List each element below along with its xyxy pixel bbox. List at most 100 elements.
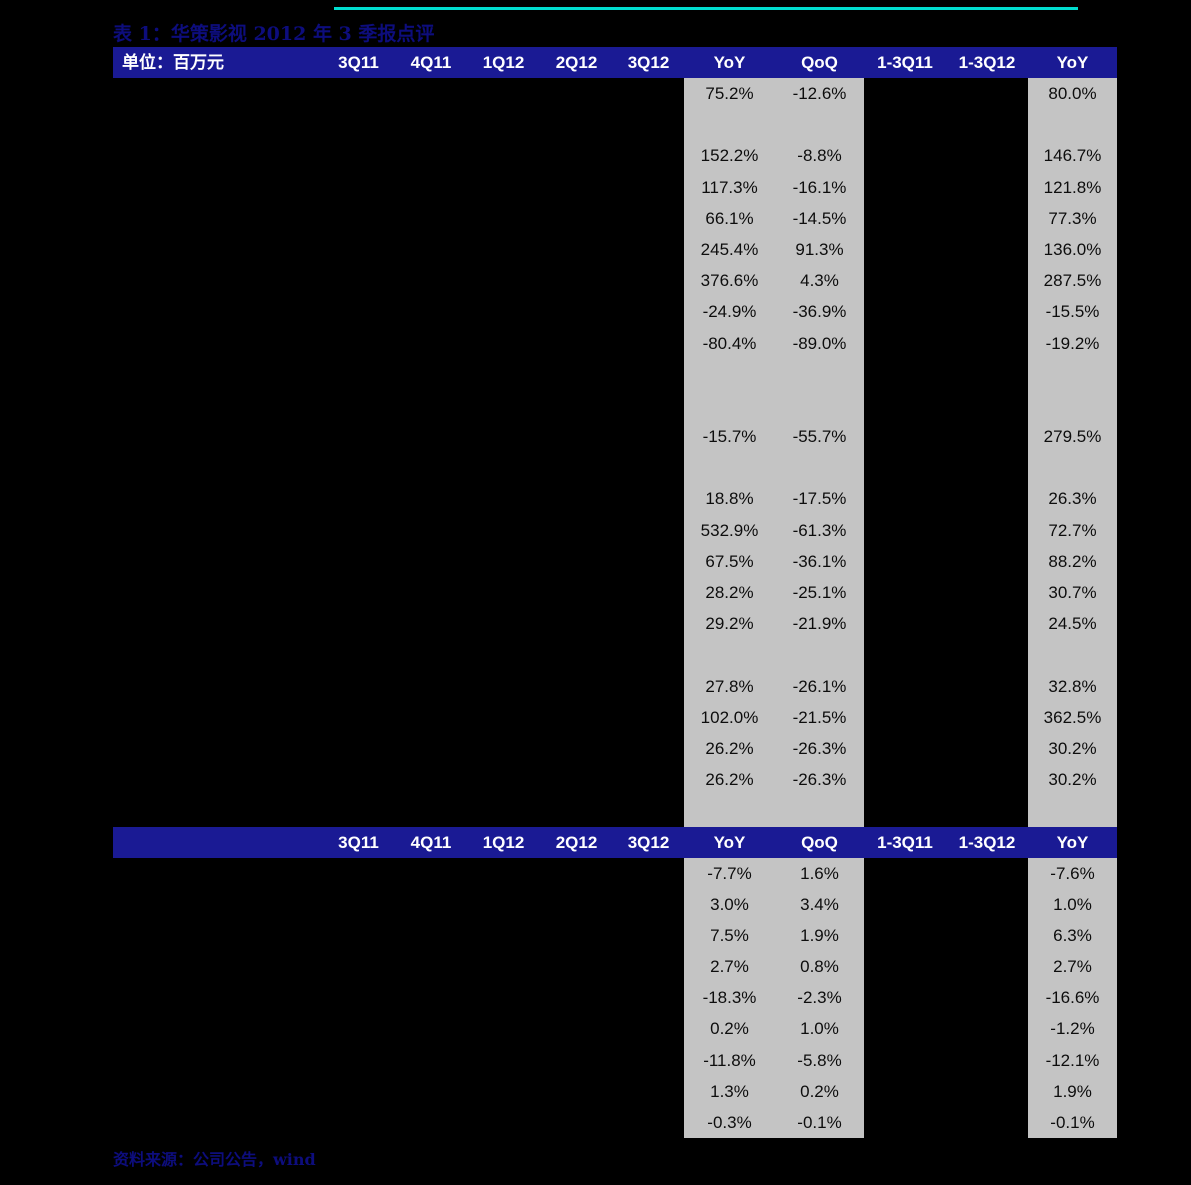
cell-empty [946, 515, 1028, 546]
cell-empty [864, 546, 946, 577]
cell-empty [613, 889, 684, 920]
cell-empty [946, 982, 1028, 1013]
cell-empty [467, 140, 540, 171]
cell-empty [395, 795, 467, 826]
table-row: 245.4% 91.3% 136.0% [113, 233, 1117, 266]
cell-qoq [775, 795, 864, 827]
cell-empty [540, 702, 613, 733]
cell-empty [113, 920, 322, 951]
cell-empty [540, 265, 613, 296]
cell-empty [946, 296, 1028, 327]
cell-yoy: -24.9% [684, 296, 775, 328]
cell-empty [946, 203, 1028, 234]
cell-yoy: 0.2% [684, 1013, 775, 1045]
cell-empty [540, 390, 613, 421]
cell-cum-yoy [1028, 358, 1117, 390]
cell-yoy: 26.2% [684, 732, 775, 765]
cell-empty [322, 982, 395, 1013]
cell-empty [864, 671, 946, 702]
cell-empty [540, 546, 613, 577]
table-header-row-1: 单位：百万元 3Q11 4Q11 1Q12 2Q12 3Q12 YoY QoQ 1-3Q11 1-… [113, 47, 1117, 78]
cell-qoq: 1.0% [775, 1013, 864, 1045]
cell-empty [322, 265, 395, 296]
cell-empty [113, 1013, 322, 1044]
cell-empty [113, 296, 322, 327]
cell-empty [946, 452, 1028, 483]
cell-empty [540, 234, 613, 265]
cell-empty [395, 1045, 467, 1076]
cell-empty [395, 546, 467, 577]
cell-qoq: -25.1% [775, 577, 864, 609]
header-cell: 3Q12 [627, 53, 670, 72]
cell-empty [113, 1107, 322, 1138]
cell-yoy: 532.9% [684, 514, 775, 546]
cell-empty [540, 203, 613, 234]
cell-empty [613, 546, 684, 577]
table-row: 532.9% -61.3% 72.7% [113, 514, 1117, 546]
cell-empty [946, 1045, 1028, 1076]
table-row [113, 389, 1117, 422]
cell-cum-yoy: 80.0% [1028, 78, 1117, 110]
cell-cum-yoy: 362.5% [1028, 701, 1117, 733]
cell-qoq: -26.1% [775, 670, 864, 702]
cell-empty [540, 889, 613, 920]
cell-qoq: 91.3% [775, 233, 864, 266]
cell-empty [864, 265, 946, 296]
cell-empty [395, 483, 467, 514]
cell-empty [395, 359, 467, 390]
cell-empty [322, 452, 395, 483]
table-row [113, 109, 1117, 141]
cell-empty [395, 203, 467, 234]
cell-qoq: -36.1% [775, 545, 864, 577]
cell-empty [613, 1013, 684, 1044]
cell-yoy: 26.2% [684, 764, 775, 796]
cell-empty [322, 172, 395, 203]
cell-cum-yoy: 136.0% [1028, 233, 1117, 266]
cell-empty [467, 577, 540, 608]
cell-yoy [684, 109, 775, 141]
cell-yoy [684, 389, 775, 422]
cell-empty [322, 1107, 395, 1138]
cell-empty [113, 452, 322, 483]
cell-empty [322, 515, 395, 546]
cell-empty [540, 421, 613, 452]
cell-cum-yoy: -19.2% [1028, 327, 1117, 359]
cell-yoy [684, 795, 775, 827]
cell-yoy: 376.6% [684, 265, 775, 297]
source-note: 资料来源：公司公告，wind [113, 1150, 316, 1169]
cell-empty [613, 109, 684, 140]
table-section-1: 75.2% -12.6% 80.0% 152.2% -8.8% 146.7% 117.3% -… [113, 78, 1117, 827]
cell-empty [467, 452, 540, 483]
cell-empty [613, 359, 684, 390]
cell-empty [613, 920, 684, 951]
cell-yoy: 245.4% [684, 233, 775, 266]
cell-empty [113, 483, 322, 514]
cell-empty [322, 1013, 395, 1044]
cell-empty [946, 764, 1028, 795]
cell-empty [395, 982, 467, 1013]
cell-qoq: 3.4% [775, 888, 864, 920]
cell-empty [540, 733, 613, 764]
cell-yoy: 67.5% [684, 545, 775, 577]
cell-empty [946, 140, 1028, 171]
cell-yoy: 3.0% [684, 888, 775, 920]
table-row: 67.5% -36.1% 88.2% [113, 545, 1117, 577]
cell-yoy: 152.2% [684, 140, 775, 172]
cell-empty [946, 1013, 1028, 1044]
cell-empty [467, 234, 540, 265]
table-row: -0.3% -0.1% -0.1% [113, 1107, 1117, 1139]
cell-empty [540, 109, 613, 140]
cell-empty [864, 390, 946, 421]
cell-empty [467, 795, 540, 826]
cell-empty [113, 1045, 322, 1076]
cell-empty [864, 795, 946, 826]
cell-empty [113, 546, 322, 577]
cell-empty [467, 203, 540, 234]
header-cell: 2Q12 [555, 53, 598, 72]
cell-empty [467, 951, 540, 982]
cell-empty [395, 639, 467, 670]
cell-empty [467, 1076, 540, 1107]
cell-empty [322, 203, 395, 234]
cell-empty [946, 421, 1028, 452]
cell-empty [322, 1076, 395, 1107]
